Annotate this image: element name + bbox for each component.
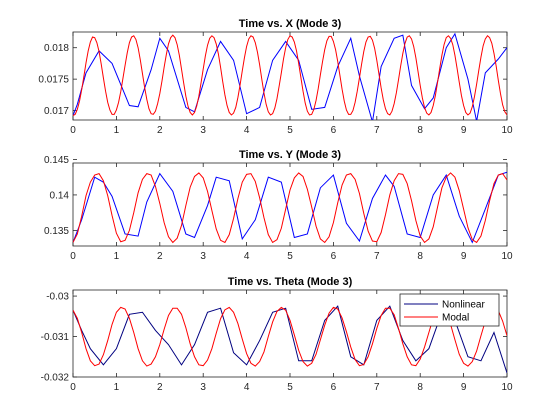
x-tick-label: 1 [114, 382, 120, 393]
x-tick-label: 3 [200, 251, 206, 262]
x-tick-label: 10 [501, 125, 513, 136]
legend-label: Modal [442, 313, 469, 324]
x-tick-label: 10 [501, 251, 513, 262]
x-tick-label: 9 [461, 382, 467, 393]
chart-panel-2: Time vs. Y (Mode 3) 0 1 2 3 4 5 6 7 8 9 10 0.135 0.14… [44, 149, 513, 262]
x-tick-label: 5 [287, 125, 293, 136]
x-tick-label: 4 [244, 251, 250, 262]
x-tick-label: 6 [331, 251, 337, 262]
x-tick-label: 10 [501, 382, 513, 393]
y-tick-label: -0.032 [41, 373, 70, 384]
series-line-modal [73, 172, 507, 244]
y-tick-label: -0.03 [46, 292, 69, 303]
series-line-modal [73, 34, 507, 117]
x-tick-label: 2 [157, 251, 163, 262]
series-line-nonlinear [73, 305, 507, 374]
x-tick-label: 4 [244, 125, 250, 136]
x-tick-label: 3 [200, 382, 206, 393]
series-line-nonlinear [73, 171, 507, 244]
x-tick-label: 3 [200, 125, 206, 136]
x-tick-label: 6 [331, 382, 337, 393]
legend: Nonlinear Modal [399, 293, 500, 327]
x-tick-label: 0 [70, 251, 76, 262]
x-tick-label: 1 [114, 251, 120, 262]
y-tick-label: 0.145 [44, 155, 69, 166]
x-tick-label: 0 [70, 125, 76, 136]
plot-area [72, 162, 508, 247]
plot-area [72, 31, 508, 121]
legend-label: Nonlinear [442, 300, 485, 311]
x-tick-label: 5 [287, 382, 293, 393]
y-tick-label: 0.017 [44, 106, 69, 117]
x-tick-label: 7 [374, 382, 380, 393]
x-tick-label: 9 [461, 251, 467, 262]
x-tick-label: 1 [114, 125, 120, 136]
x-tick-label: 2 [157, 125, 163, 136]
chart-title: Time vs. X (Mode 3) [239, 18, 342, 30]
x-tick-label: 2 [157, 382, 163, 393]
x-tick-label: 0 [70, 382, 76, 393]
y-tick-label: 0.135 [44, 226, 69, 237]
y-tick-label: 0.0175 [38, 75, 69, 86]
x-tick-label: 8 [417, 125, 423, 136]
legend-box [399, 293, 500, 327]
chart-panel-3: Time vs. Theta (Mode 3) 0 1 2 3 4 5 6 7 8 9 10 -0.03… [41, 276, 513, 393]
x-tick-label: 8 [417, 251, 423, 262]
x-tick-label: 9 [461, 125, 467, 136]
x-tick-label: 5 [287, 251, 293, 262]
series-line-nonlinear [73, 32, 507, 120]
chart-title: Time vs. Y (Mode 3) [239, 149, 341, 161]
x-tick-label: 7 [374, 251, 380, 262]
y-tick-label: 0.018 [44, 43, 69, 54]
x-tick-label: 6 [331, 125, 337, 136]
y-tick-label: 0.14 [50, 190, 70, 201]
x-tick-label: 4 [244, 382, 250, 393]
chart-title: Time vs. Theta (Mode 3) [228, 276, 353, 288]
x-tick-label: 8 [417, 382, 423, 393]
y-tick-label: -0.031 [41, 332, 70, 343]
x-tick-label: 7 [374, 125, 380, 136]
chart-panel-1: Time vs. X (Mode 3) 0 1 2 3 4 5 6 7 8 9 10 0.017 0.01… [38, 18, 513, 136]
